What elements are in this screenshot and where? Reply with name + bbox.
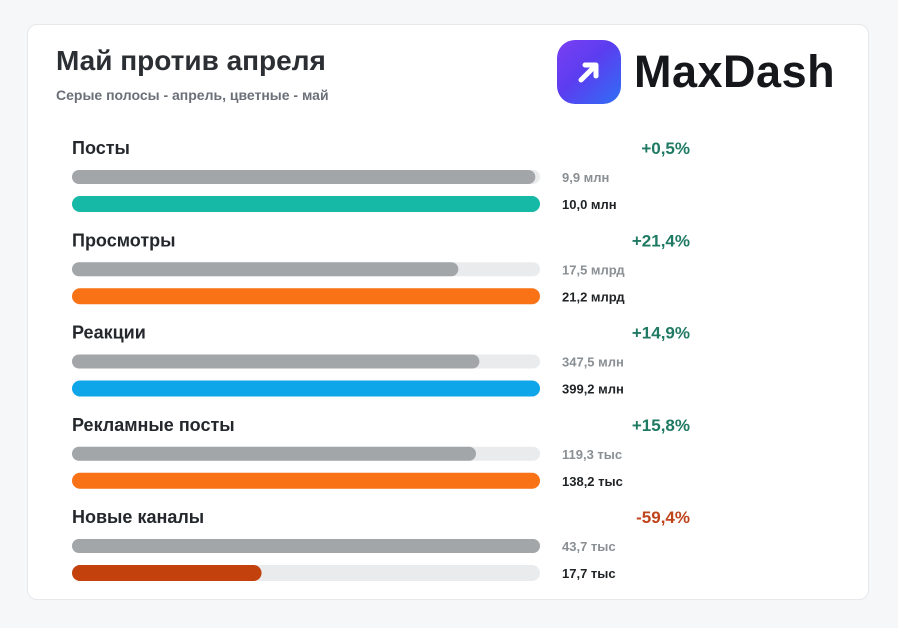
value-label-april: 17,5 млрд (562, 262, 625, 277)
logo-text: MaxDash (634, 46, 836, 97)
category-label: Посты (72, 138, 130, 158)
change-percent: -59,4% (636, 508, 690, 527)
value-label-april: 347,5 млн (562, 355, 624, 370)
bar-may (72, 472, 540, 489)
value-label-may: 399,2 млн (562, 382, 624, 397)
chart-title: Май против апреля (56, 45, 326, 76)
arrow-up-right-icon (557, 40, 621, 104)
value-label-april: 9,9 млн (562, 170, 609, 185)
bar-may (72, 288, 540, 305)
change-percent: +0,5% (641, 139, 690, 158)
category-label: Просмотры (72, 230, 176, 250)
bar-april (72, 262, 459, 277)
maxdash-logo: MaxDash (557, 40, 835, 104)
bar-april (72, 539, 540, 553)
category-label: Реакции (72, 323, 146, 343)
chart-card (27, 24, 869, 600)
change-percent: +15,8% (632, 416, 690, 435)
change-percent: +14,9% (632, 324, 690, 343)
chart-subtitle: Серые полосы - апрель, цветные - май (56, 87, 329, 103)
value-label-april: 43,7 тыс (562, 539, 616, 554)
value-label-april: 119,3 тыс (562, 447, 622, 462)
value-label-may: 17,7 тыс (562, 566, 616, 581)
change-percent: +21,4% (632, 231, 690, 250)
value-label-may: 138,2 тыс (562, 474, 623, 489)
bar-april (72, 170, 536, 184)
value-label-may: 21,2 млрд (562, 289, 625, 304)
category-label: Рекламные посты (72, 415, 235, 435)
category-label: Новые каналы (72, 507, 204, 527)
bar-may (72, 380, 540, 397)
bar-april (72, 446, 476, 461)
bar-april (72, 354, 480, 369)
bar-may (72, 196, 540, 212)
value-label-may: 10,0 млн (562, 197, 617, 212)
bar-may (72, 565, 262, 581)
